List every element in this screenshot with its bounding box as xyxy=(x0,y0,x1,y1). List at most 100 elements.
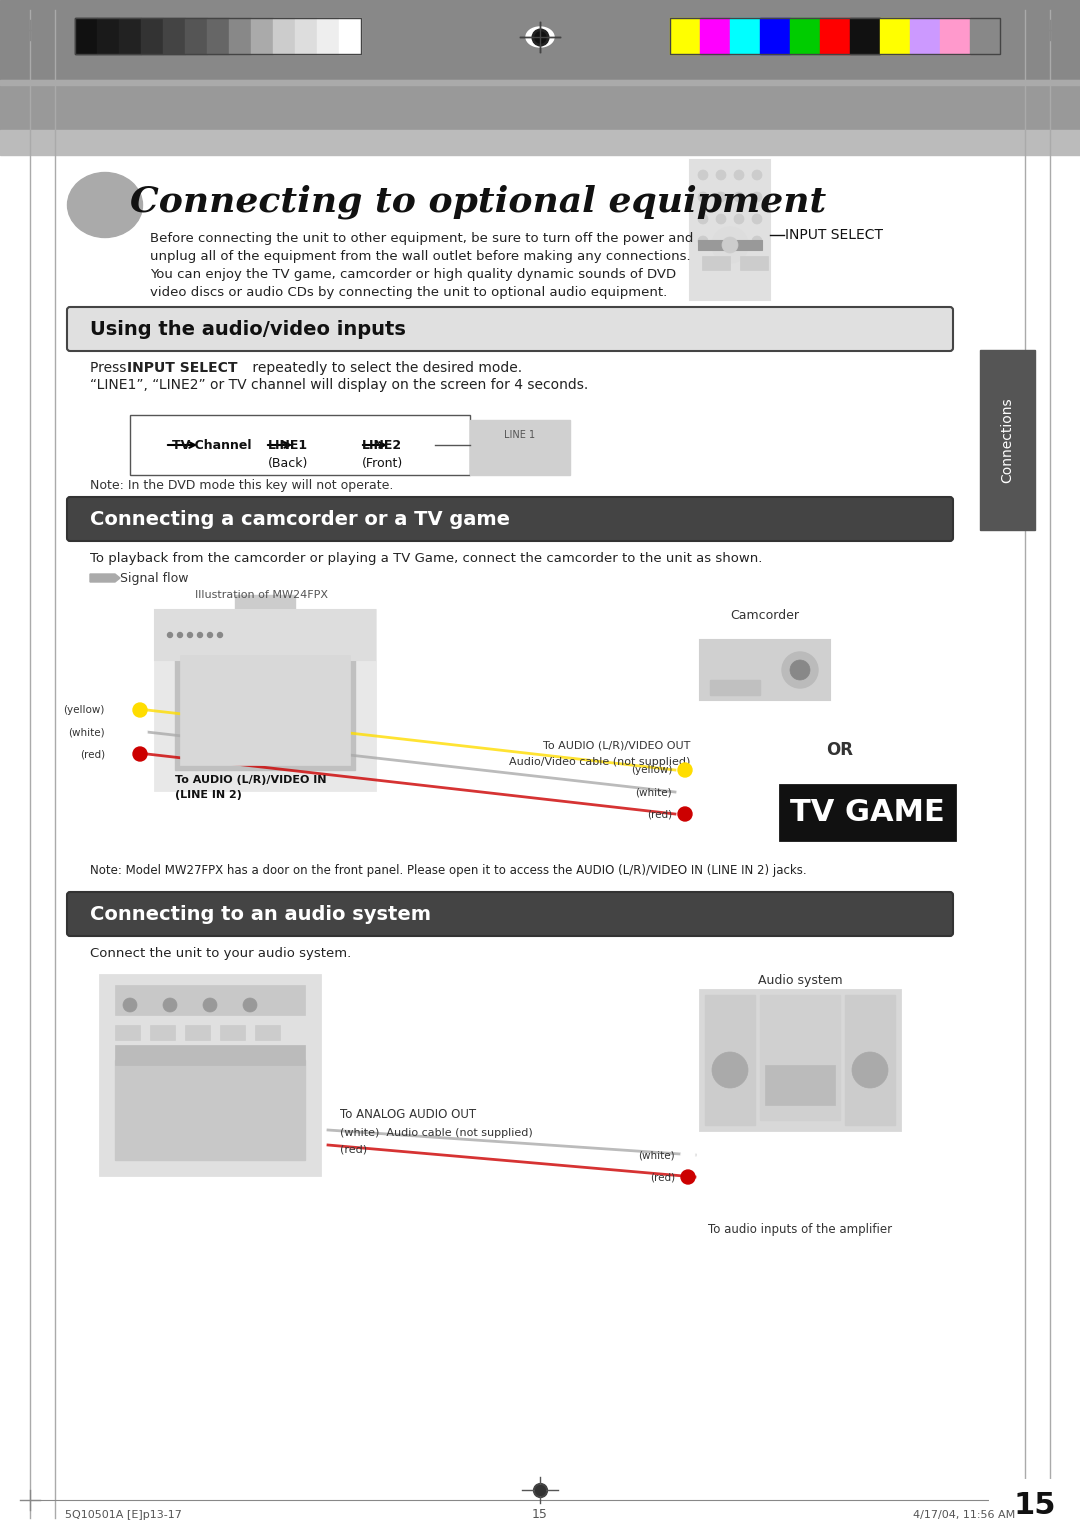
Bar xyxy=(760,995,840,1120)
Text: TV GAME: TV GAME xyxy=(789,798,944,827)
Bar xyxy=(980,350,1035,530)
Bar xyxy=(690,160,770,299)
Circle shape xyxy=(716,235,726,246)
Circle shape xyxy=(752,235,762,246)
Bar xyxy=(700,640,831,700)
Text: unplug all of the equipment from the wall outlet before making any connections.: unplug all of the equipment from the wal… xyxy=(150,249,690,263)
Bar xyxy=(175,649,355,770)
Bar xyxy=(156,610,375,660)
Bar xyxy=(880,18,910,53)
Bar xyxy=(789,18,820,53)
Text: INPUT SELECT: INPUT SELECT xyxy=(785,228,883,241)
Circle shape xyxy=(698,235,708,246)
Text: (red): (red) xyxy=(80,749,105,759)
Circle shape xyxy=(133,724,147,740)
Text: 5Q10501A [E]p13-17: 5Q10501A [E]p13-17 xyxy=(65,1510,181,1520)
Bar xyxy=(700,18,730,53)
Circle shape xyxy=(177,633,183,637)
Text: (yellow): (yellow) xyxy=(631,766,672,775)
Bar xyxy=(114,1025,140,1041)
Bar xyxy=(760,18,789,53)
Bar xyxy=(207,18,229,53)
Circle shape xyxy=(752,193,762,202)
Circle shape xyxy=(698,214,708,225)
Bar xyxy=(710,680,760,695)
Bar xyxy=(185,1025,210,1041)
Text: (white)  Audio cable (not supplied): (white) Audio cable (not supplied) xyxy=(340,1128,532,1138)
Bar xyxy=(295,18,318,53)
FancyBboxPatch shape xyxy=(67,497,953,541)
Text: (red): (red) xyxy=(650,1172,675,1183)
Text: Connect the unit to your audio system.: Connect the unit to your audio system. xyxy=(90,946,351,960)
Text: To playback from the camcorder or playing a TV Game, connect the camcorder to th: To playback from the camcorder or playin… xyxy=(90,552,762,564)
Bar xyxy=(700,990,900,1131)
Circle shape xyxy=(734,193,744,202)
Text: To AUDIO (L/R)/VIDEO OUT: To AUDIO (L/R)/VIDEO OUT xyxy=(542,740,690,750)
Text: Note: Model MW27FPX has a door on the front panel. Please open it to access the : Note: Model MW27FPX has a door on the fr… xyxy=(90,863,807,877)
Circle shape xyxy=(752,214,762,225)
Text: To ANALOG AUDIO OUT: To ANALOG AUDIO OUT xyxy=(340,1108,476,1122)
Text: To audio inputs of the amplifier: To audio inputs of the amplifier xyxy=(707,1224,892,1236)
Bar xyxy=(0,130,1080,154)
Circle shape xyxy=(698,193,708,202)
Circle shape xyxy=(789,660,810,680)
Bar xyxy=(845,995,895,1125)
Ellipse shape xyxy=(527,1481,553,1499)
Bar xyxy=(130,416,470,475)
Text: 15: 15 xyxy=(532,1508,548,1522)
Text: Before connecting the unit to other equipment, be sure to turn off the power and: Before connecting the unit to other equi… xyxy=(150,232,693,244)
Bar xyxy=(318,18,339,53)
Circle shape xyxy=(203,998,217,1012)
Text: To AUDIO (L/R)/VIDEO IN: To AUDIO (L/R)/VIDEO IN xyxy=(175,775,326,785)
Text: Illustration of MW24FPX: Illustration of MW24FPX xyxy=(195,590,328,601)
Text: Signal flow: Signal flow xyxy=(120,571,189,585)
Bar xyxy=(255,1025,280,1041)
Text: (white): (white) xyxy=(638,1151,675,1160)
Text: (LINE IN 2): (LINE IN 2) xyxy=(175,790,242,801)
Bar xyxy=(119,18,141,53)
Bar xyxy=(670,18,700,53)
FancyBboxPatch shape xyxy=(67,307,953,351)
Circle shape xyxy=(243,998,257,1012)
Bar xyxy=(229,18,251,53)
Bar xyxy=(163,18,185,53)
Bar xyxy=(185,18,207,53)
Circle shape xyxy=(734,214,744,225)
Text: Connecting to an audio system: Connecting to an audio system xyxy=(90,905,431,923)
Circle shape xyxy=(678,785,692,799)
Bar xyxy=(820,18,850,53)
Text: repeatedly to select the desired mode.: repeatedly to select the desired mode. xyxy=(248,361,522,374)
Bar xyxy=(220,1025,245,1041)
Bar xyxy=(740,257,768,270)
Bar xyxy=(705,995,755,1125)
Text: video discs or audio CDs by connecting the unit to optional audio equipment.: video discs or audio CDs by connecting t… xyxy=(150,286,667,298)
Circle shape xyxy=(752,170,762,180)
Bar xyxy=(940,18,970,53)
Circle shape xyxy=(734,235,744,246)
Text: “LINE1”, “LINE2” or TV channel will display on the screen for 4 seconds.: “LINE1”, “LINE2” or TV channel will disp… xyxy=(90,377,589,393)
Circle shape xyxy=(217,633,222,637)
Bar xyxy=(910,18,940,53)
Circle shape xyxy=(852,1051,888,1088)
Bar xyxy=(156,610,375,790)
Bar xyxy=(0,79,1080,130)
Bar xyxy=(114,1060,305,1160)
Bar xyxy=(780,785,955,840)
Text: Connecting to optional equipment: Connecting to optional equipment xyxy=(130,185,826,219)
Circle shape xyxy=(716,214,726,225)
Bar xyxy=(114,986,305,1015)
Text: Audio/Video cable (not supplied): Audio/Video cable (not supplied) xyxy=(509,756,690,767)
Bar xyxy=(970,18,1000,53)
Bar xyxy=(97,18,119,53)
Circle shape xyxy=(782,652,818,688)
Bar xyxy=(141,18,163,53)
Text: OR: OR xyxy=(826,741,853,759)
Bar xyxy=(75,18,361,53)
Bar xyxy=(0,0,1080,79)
Text: (white): (white) xyxy=(635,787,672,798)
Bar xyxy=(990,1481,1080,1528)
Bar xyxy=(100,975,320,1175)
Bar xyxy=(273,18,295,53)
Bar xyxy=(730,18,760,53)
Ellipse shape xyxy=(67,173,143,237)
